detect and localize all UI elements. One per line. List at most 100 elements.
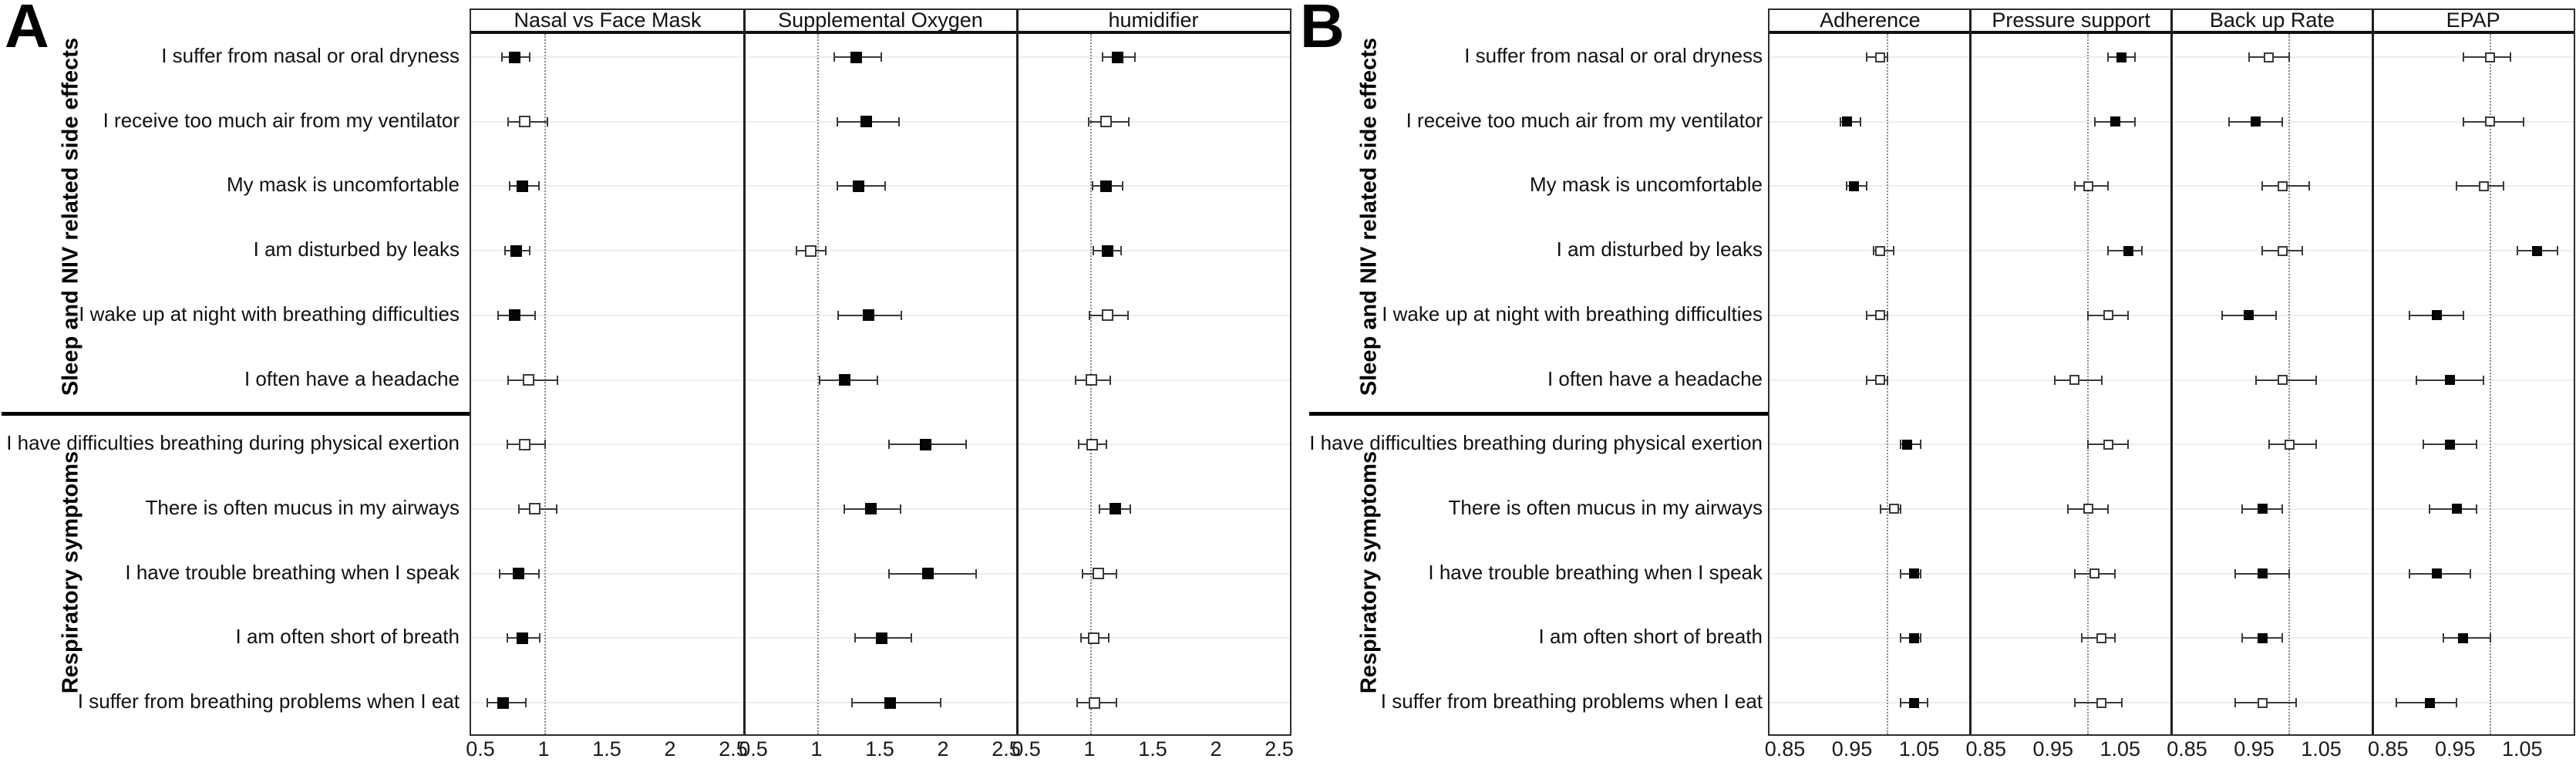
point-marker	[1085, 374, 1097, 386]
ci-cap-high	[555, 504, 557, 514]
column-separator	[742, 10, 746, 734]
x-tick-label: 2.5	[992, 737, 1021, 761]
point-marker	[2116, 52, 2127, 62]
row-label: I suffer from nasal or oral dryness	[161, 44, 460, 67]
ci-cap-low	[503, 246, 506, 256]
point-marker	[884, 696, 896, 709]
ci-cap-high	[2462, 310, 2464, 320]
row-label: I suffer from nasal or oral dryness	[1464, 44, 1763, 67]
ci-cap-low	[2254, 375, 2257, 385]
ci-cap-low	[2234, 568, 2237, 578]
point-marker	[523, 374, 535, 386]
ci-cap-low	[2462, 116, 2464, 126]
point-marker	[2532, 245, 2543, 256]
ci-cap-high	[537, 568, 540, 578]
ci-cap-high	[2100, 375, 2103, 385]
ci-cap-low	[2409, 310, 2411, 320]
point-marker	[863, 309, 875, 322]
point-marker	[1101, 309, 1113, 322]
row-label: I receive too much air from my ventilato…	[1406, 108, 1763, 132]
x-tick-label: 1	[537, 737, 550, 761]
ci-cap-high	[529, 52, 531, 62]
ci-cap-high	[2281, 116, 2284, 126]
point-marker	[2096, 697, 2107, 708]
column-header: Nasal vs Face Mask	[514, 8, 702, 32]
plot-area-panel-A: Nasal vs Face Mask Supplemental Oxygen hum…	[470, 8, 1291, 736]
ci-cap-high	[2275, 310, 2277, 320]
point-marker	[2458, 632, 2469, 643]
ci-cap-high	[881, 52, 882, 62]
ci-cap-high	[2114, 568, 2116, 578]
point-marker	[1875, 310, 1886, 321]
plot-area-panel-B: Adherence Pressure support Back up Rate EPA…	[1768, 8, 2575, 736]
point-marker	[1100, 180, 1113, 192]
point-marker	[2103, 310, 2113, 321]
ci-cap-low	[1089, 310, 1091, 320]
ci-cap-high	[1926, 698, 1928, 707]
point-marker	[2103, 439, 2113, 450]
ci-cap-low	[854, 633, 856, 643]
point-marker	[2123, 245, 2133, 256]
ci-cap-low	[2241, 504, 2244, 514]
reference-line	[2087, 34, 2089, 734]
x-tick-label: 0.95	[2032, 737, 2074, 761]
point-marker	[519, 438, 531, 450]
ci-cap-low	[1899, 440, 1901, 450]
ci-cap-high	[1886, 375, 1888, 385]
group-separator-line	[2, 412, 470, 416]
x-tick-label: 1.5	[865, 737, 894, 761]
ci-cap-high	[1128, 116, 1130, 126]
row-label: I wake up at night with breathing diffic…	[1382, 302, 1763, 325]
ci-cap-high	[1134, 52, 1136, 62]
x-tick-label: 0.85	[1965, 737, 2007, 761]
reference-line	[817, 34, 819, 734]
point-marker	[2257, 697, 2268, 708]
point-marker	[2277, 180, 2288, 191]
ci-cap-low	[2241, 633, 2244, 643]
point-marker	[1848, 180, 1859, 191]
ci-cap-low	[2221, 310, 2223, 320]
ci-cap-high	[2456, 698, 2458, 707]
point-marker	[875, 632, 887, 644]
point-marker	[1089, 696, 1101, 709]
ci-cap-low	[2227, 116, 2230, 126]
ci-cap-low	[2073, 568, 2076, 578]
point-marker	[519, 116, 531, 128]
row-label: My mask is uncomfortable	[1530, 173, 1763, 197]
point-marker	[804, 245, 817, 257]
column-header: Back up Rate	[2209, 8, 2335, 32]
ci-cap-low	[2087, 310, 2089, 320]
ci-cap-high	[899, 504, 901, 514]
point-marker	[2451, 504, 2462, 514]
ci-cap-low	[2516, 246, 2518, 256]
ci-cap-high	[1129, 504, 1131, 514]
row-label: I receive too much air from my ventilato…	[103, 108, 460, 132]
ci-cap-low	[2067, 504, 2069, 514]
ci-cap-low	[1099, 504, 1101, 514]
ci-cap-high	[1122, 181, 1123, 191]
ci-cap-low	[2107, 52, 2110, 62]
ci-cap-low	[1899, 568, 1901, 578]
column-separator	[2371, 10, 2374, 734]
ci-cap-low	[1076, 698, 1078, 707]
point-marker	[516, 632, 528, 644]
ci-cap-low	[517, 504, 520, 514]
point-marker	[922, 568, 934, 580]
ci-cap-low	[1079, 633, 1082, 643]
row-label: I wake up at night with breathing diffic…	[79, 302, 460, 325]
point-marker	[1109, 503, 1121, 515]
point-marker	[860, 116, 872, 128]
point-marker	[516, 180, 528, 192]
column-header: Supplemental Oxygen	[778, 8, 983, 32]
row-label: My mask is uncomfortable	[227, 173, 460, 197]
ci-cap-low	[2248, 52, 2250, 62]
x-tick-label: 1.5	[592, 737, 621, 761]
row-label: I have trouble breathing when I speak	[1428, 560, 1763, 584]
ci-cap-low	[2395, 698, 2397, 707]
ci-cap-high	[1899, 504, 1901, 514]
ci-cap-low	[1077, 440, 1079, 450]
ci-cap-low	[2107, 246, 2110, 256]
ci-cap-high	[965, 440, 967, 450]
ci-cap-low	[887, 440, 890, 450]
ci-cap-low	[2234, 698, 2237, 707]
